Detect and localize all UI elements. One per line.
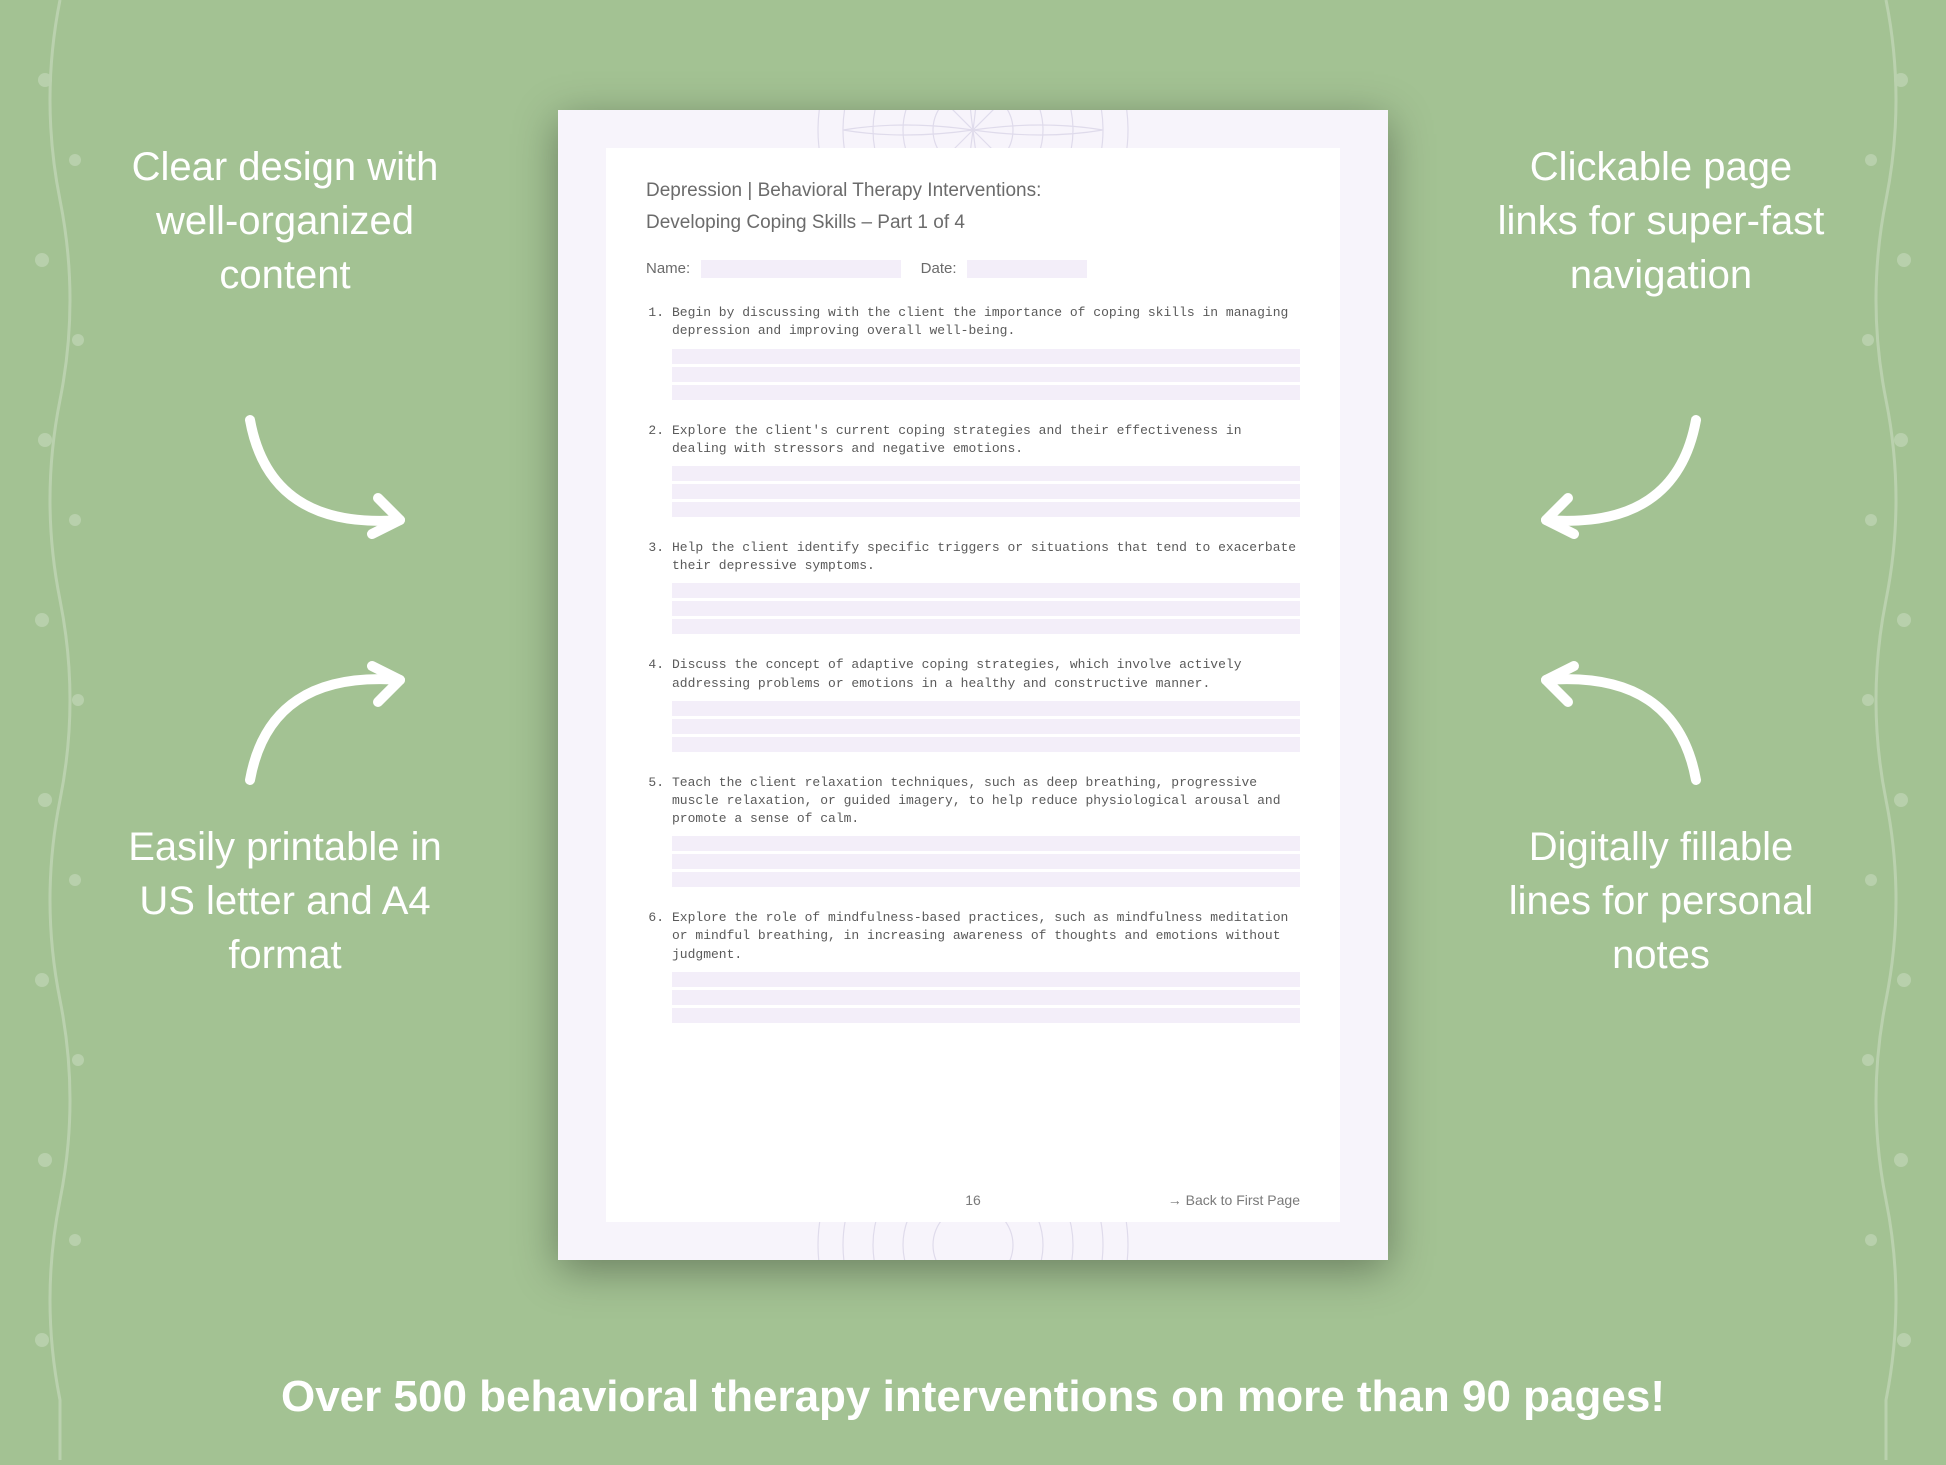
item-text: Discuss the concept of adaptive coping s… <box>672 656 1300 692</box>
fill-line[interactable] <box>672 367 1300 382</box>
fill-line[interactable] <box>672 349 1300 364</box>
page-content: Depression | Behavioral Therapy Interven… <box>606 148 1340 1222</box>
item-text: Begin by discussing with the client the … <box>672 304 1300 340</box>
item-number: 4. <box>646 656 664 692</box>
arrow-bottom-right <box>1516 640 1716 800</box>
worksheet-item: 5.Teach the client relaxation techniques… <box>646 774 1300 888</box>
item-text: Help the client identify specific trigge… <box>672 539 1300 575</box>
fill-line[interactable] <box>672 719 1300 734</box>
fill-lines <box>672 972 1300 1023</box>
item-number: 2. <box>646 422 664 458</box>
callout-bottom-right: Digitally fillable lines for personal no… <box>1491 820 1831 982</box>
fill-line[interactable] <box>672 737 1300 752</box>
document-page: Depression | Behavioral Therapy Interven… <box>558 110 1388 1260</box>
worksheet-item: 6.Explore the role of mindfulness-based … <box>646 909 1300 1023</box>
footer-tagline: Over 500 behavioral therapy intervention… <box>0 1372 1946 1422</box>
page-footer: 16 → Back to First Page <box>646 1192 1300 1208</box>
document-heading: Depression | Behavioral Therapy Interven… <box>646 180 1300 202</box>
callout-bottom-left: Easily printable in US letter and A4 for… <box>115 820 455 982</box>
item-text: Explore the role of mindfulness-based pr… <box>672 909 1300 964</box>
item-number: 5. <box>646 774 664 829</box>
date-input[interactable] <box>967 260 1087 278</box>
fill-line[interactable] <box>672 990 1300 1005</box>
fill-line[interactable] <box>672 502 1300 517</box>
item-row: 1.Begin by discussing with the client th… <box>646 304 1300 340</box>
name-input[interactable] <box>701 260 901 278</box>
fill-line[interactable] <box>672 619 1300 634</box>
fill-line[interactable] <box>672 972 1300 987</box>
arrow-top-left <box>230 400 430 560</box>
callout-top-left: Clear design with well-organized content <box>115 140 455 302</box>
arrow-top-right <box>1516 400 1716 560</box>
page-number: 16 <box>965 1192 981 1208</box>
item-row: 6.Explore the role of mindfulness-based … <box>646 909 1300 964</box>
worksheet-item: 3.Help the client identify specific trig… <box>646 539 1300 634</box>
back-to-first-link[interactable]: → Back to First Page <box>1168 1192 1300 1208</box>
fill-line[interactable] <box>672 385 1300 400</box>
fill-line[interactable] <box>672 701 1300 716</box>
worksheet-item: 4.Discuss the concept of adaptive coping… <box>646 656 1300 751</box>
fill-lines <box>672 583 1300 634</box>
name-field-group: Name: <box>646 260 901 278</box>
item-row: 3.Help the client identify specific trig… <box>646 539 1300 575</box>
worksheet-item: 1.Begin by discussing with the client th… <box>646 304 1300 399</box>
fill-lines <box>672 466 1300 517</box>
item-text: Explore the client's current coping stra… <box>672 422 1300 458</box>
fill-line[interactable] <box>672 854 1300 869</box>
item-row: 5.Teach the client relaxation techniques… <box>646 774 1300 829</box>
document-subheading: Developing Coping Skills – Part 1 of 4 <box>646 212 1300 234</box>
fill-line[interactable] <box>672 466 1300 481</box>
fill-line[interactable] <box>672 836 1300 851</box>
name-label: Name: <box>646 260 690 277</box>
fill-line[interactable] <box>672 583 1300 598</box>
item-row: 2.Explore the client's current coping st… <box>646 422 1300 458</box>
item-number: 1. <box>646 304 664 340</box>
fill-lines <box>672 836 1300 887</box>
date-field-group: Date: <box>921 260 1087 278</box>
fill-line[interactable] <box>672 872 1300 887</box>
items-list: 1.Begin by discussing with the client th… <box>646 304 1300 1023</box>
decorative-vine-left <box>0 0 120 1460</box>
item-number: 3. <box>646 539 664 575</box>
fill-line[interactable] <box>672 484 1300 499</box>
fill-lines <box>672 349 1300 400</box>
item-row: 4.Discuss the concept of adaptive coping… <box>646 656 1300 692</box>
worksheet-item: 2.Explore the client's current coping st… <box>646 422 1300 517</box>
fill-lines <box>672 701 1300 752</box>
field-row: Name: Date: <box>646 260 1300 278</box>
fill-line[interactable] <box>672 601 1300 616</box>
arrow-bottom-left <box>230 640 430 800</box>
callout-top-right: Clickable page links for super-fast navi… <box>1491 140 1831 302</box>
date-label: Date: <box>921 260 957 277</box>
fill-line[interactable] <box>672 1008 1300 1023</box>
item-text: Teach the client relaxation techniques, … <box>672 774 1300 829</box>
item-number: 6. <box>646 909 664 964</box>
decorative-vine-right <box>1826 0 1946 1460</box>
